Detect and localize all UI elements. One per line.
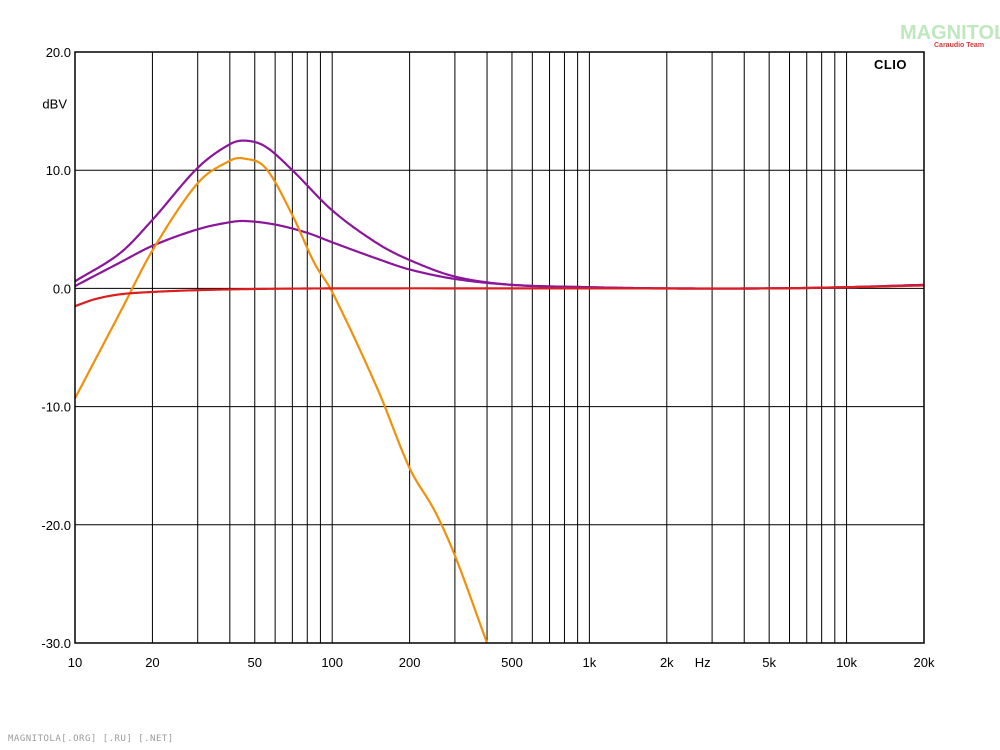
series-line-1 bbox=[74, 139, 925, 290]
grid-lines bbox=[74, 51, 925, 644]
y-tick-label: 20.0 bbox=[46, 45, 71, 60]
y-tick-label: 10.0 bbox=[46, 163, 71, 178]
y-tick-label: 0.0 bbox=[53, 281, 71, 296]
series-line-4 bbox=[74, 284, 925, 308]
x-tick-label: 100 bbox=[321, 655, 343, 670]
x-tick-label: 1k bbox=[583, 655, 597, 670]
watermark-sub-text: Caraudio Team bbox=[934, 42, 984, 49]
x-tick-label: 20k bbox=[914, 655, 935, 670]
x-tick-label: 10k bbox=[836, 655, 857, 670]
clio-brand-label: CLIO bbox=[874, 57, 907, 72]
y-tick-label: -30.0 bbox=[41, 636, 71, 651]
x-tick-label: 2k bbox=[660, 655, 674, 670]
x-tick-label: 500 bbox=[501, 655, 523, 670]
watermark-logo-text: MAGNITOLA bbox=[900, 22, 1000, 44]
footer-watermark: MAGNITOLA[.ORG] [.RU] [.NET] bbox=[8, 734, 174, 744]
watermark-logo: MAGNITOLA Caraudio Team bbox=[900, 22, 1000, 49]
y-axis-unit-label: dBV bbox=[42, 97, 67, 112]
x-tick-label: 200 bbox=[399, 655, 421, 670]
x-tick-label: 5k bbox=[762, 655, 776, 670]
x-tick-label: 20 bbox=[145, 655, 159, 670]
y-tick-labels: 20.0 10.0 0.0 -10.0 -20.0 -30.0 bbox=[41, 45, 71, 651]
plot-frame bbox=[74, 51, 925, 644]
series-line-3 bbox=[74, 156, 489, 644]
series-line-2 bbox=[74, 219, 925, 290]
y-tick-label: -20.0 bbox=[41, 518, 71, 533]
x-tick-label: 10 bbox=[68, 655, 82, 670]
x-axis-unit-label: Hz bbox=[695, 655, 711, 670]
x-tick-label: 50 bbox=[248, 655, 262, 670]
x-tick-labels: 10 20 50 100 200 500 1k 2k 5k 10k 20k bbox=[68, 655, 935, 670]
series-lines bbox=[74, 139, 925, 644]
y-tick-label: -10.0 bbox=[41, 400, 71, 415]
